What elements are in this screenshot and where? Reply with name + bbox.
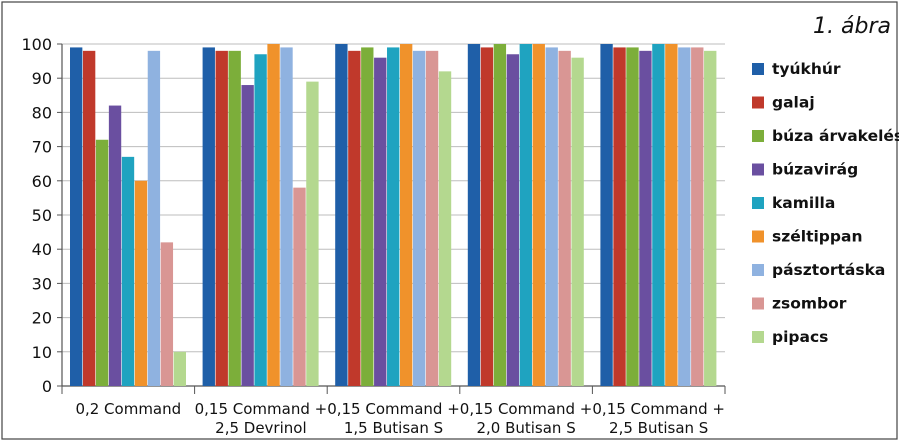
x-category-label: 0,15 Command + bbox=[592, 400, 725, 418]
bar-4-1 bbox=[108, 105, 122, 386]
bar-9-2 bbox=[306, 81, 319, 387]
bar-4-3 bbox=[374, 57, 387, 387]
legend-swatch bbox=[752, 63, 764, 75]
legend-label: pipacs bbox=[772, 328, 828, 346]
y-tick-label: 70 bbox=[32, 138, 52, 157]
legend-label: széltippan bbox=[772, 228, 862, 246]
bar-5-2 bbox=[254, 54, 267, 386]
bar-1-3 bbox=[335, 44, 348, 386]
legend-swatch bbox=[752, 130, 764, 142]
y-tick-label: 30 bbox=[32, 274, 52, 293]
bar-4-4 bbox=[506, 54, 520, 386]
bar-3-2 bbox=[228, 50, 241, 387]
bar-1-5 bbox=[600, 44, 613, 386]
y-tick-label: 20 bbox=[32, 309, 52, 328]
bar-9-5 bbox=[704, 50, 717, 387]
bar-8-3 bbox=[425, 50, 439, 387]
legend-swatch bbox=[752, 297, 764, 310]
bar-5-3 bbox=[387, 47, 400, 387]
bar-5-5 bbox=[652, 44, 665, 386]
legend-label: galaj bbox=[772, 94, 815, 112]
bar-3-5 bbox=[626, 47, 639, 387]
bar-6-3 bbox=[399, 44, 413, 386]
bar-8-2 bbox=[293, 187, 306, 386]
legend-label: zsombor bbox=[772, 295, 847, 313]
legend-swatch bbox=[752, 230, 764, 243]
bar-1-4 bbox=[467, 44, 481, 386]
bar-9-3 bbox=[438, 71, 452, 387]
bar-8-5 bbox=[691, 47, 704, 387]
x-category-label: 2,5 Devrinol bbox=[215, 419, 306, 437]
bar-8-4 bbox=[558, 50, 571, 387]
y-tick-label: 100 bbox=[21, 35, 52, 54]
y-tick-label: 10 bbox=[32, 343, 52, 362]
bar-7-4 bbox=[545, 47, 558, 387]
bar-2-1 bbox=[82, 50, 96, 387]
bar-2-4 bbox=[480, 47, 494, 387]
legend-swatch bbox=[752, 96, 764, 109]
y-tick-label: 0 bbox=[42, 377, 52, 396]
legend-swatch bbox=[752, 331, 764, 343]
legend-swatch bbox=[752, 163, 764, 176]
x-category-label: 0,15 Command + bbox=[327, 400, 460, 418]
bar-9-4 bbox=[571, 57, 584, 387]
y-tick-label: 60 bbox=[32, 172, 52, 191]
bar-3-3 bbox=[361, 47, 374, 387]
bar-6-1 bbox=[134, 180, 148, 386]
x-category-label: 1,5 Butisan S bbox=[344, 419, 443, 437]
bar-5-1 bbox=[121, 156, 135, 386]
bar-1-2 bbox=[202, 47, 215, 387]
bar-7-5 bbox=[678, 47, 691, 387]
y-tick-label: 80 bbox=[32, 103, 52, 122]
y-tick-label: 50 bbox=[32, 206, 52, 225]
legend-label: búzavirág bbox=[772, 161, 858, 179]
legend-swatch bbox=[752, 264, 764, 276]
x-category-label: 2,5 Butisan S bbox=[609, 419, 708, 437]
bar-7-2 bbox=[280, 47, 293, 387]
y-tick-label: 90 bbox=[32, 69, 52, 88]
bar-6-4 bbox=[532, 44, 545, 386]
x-category-label: 2,0 Butisan S bbox=[476, 419, 575, 437]
x-category-label: 0,15 Command + bbox=[460, 400, 593, 418]
bar-9-1 bbox=[173, 351, 186, 386]
bar-7-1 bbox=[147, 50, 161, 387]
figure-label: 1. ábra bbox=[813, 14, 891, 39]
legend-label: kamilla bbox=[772, 194, 835, 212]
legend-label: tyúkhúr bbox=[772, 60, 841, 78]
legend-swatch bbox=[752, 197, 764, 209]
bar-1-1 bbox=[70, 47, 83, 387]
bar-5-4 bbox=[519, 44, 532, 386]
x-category-label: 0,2 Command bbox=[75, 400, 181, 418]
bar-4-5 bbox=[639, 50, 652, 387]
x-category-label: 0,15 Command + bbox=[195, 400, 328, 418]
bar-8-1 bbox=[160, 242, 174, 386]
bar-6-2 bbox=[267, 44, 280, 386]
legend-label: búza árvakelés bbox=[772, 127, 899, 145]
bar-2-2 bbox=[215, 50, 228, 387]
bar-3-1 bbox=[95, 139, 109, 386]
bar-2-3 bbox=[348, 50, 361, 387]
bar-7-3 bbox=[412, 50, 426, 387]
bar-3-4 bbox=[493, 44, 507, 386]
legend-label: pásztortáska bbox=[772, 261, 885, 279]
bar-6-5 bbox=[665, 44, 678, 386]
bar-4-2 bbox=[241, 85, 254, 386]
y-tick-label: 40 bbox=[32, 240, 52, 259]
bar-2-5 bbox=[613, 47, 626, 387]
